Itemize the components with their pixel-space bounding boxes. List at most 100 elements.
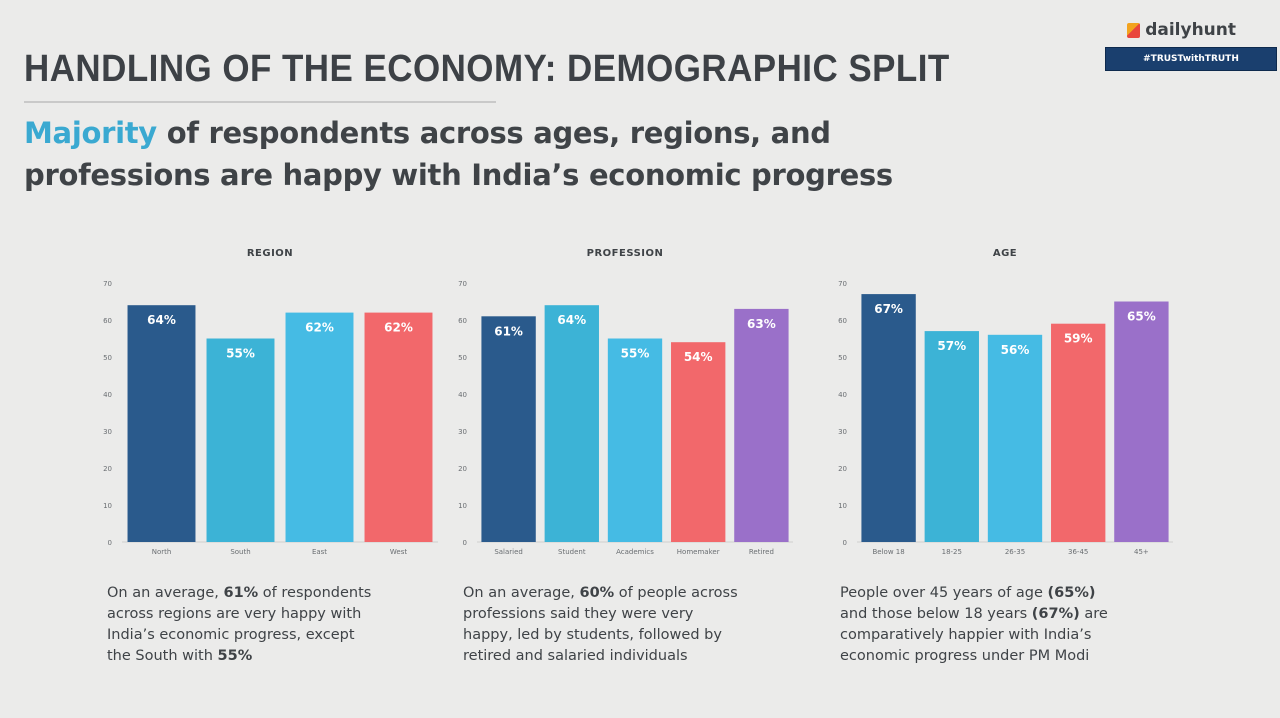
profession-note: On an average, 60% of people across profe… xyxy=(463,583,803,667)
bar-value-label: 63% xyxy=(747,317,776,331)
y-tick-label: 0 xyxy=(108,539,112,547)
bar xyxy=(1114,301,1169,542)
x-tick-label: Student xyxy=(558,548,586,556)
bar xyxy=(671,342,726,542)
bar xyxy=(924,331,979,542)
dailyhunt-logo-icon xyxy=(1127,22,1141,38)
bar-value-label: 61% xyxy=(494,324,523,338)
bar-value-label: 65% xyxy=(1127,310,1156,324)
subtitle-rest: of respondents across ages, regions, and xyxy=(156,116,831,150)
y-tick-label: 70 xyxy=(458,280,467,288)
note-line: happy, led by students, followed by xyxy=(463,625,803,646)
chart-title: AGE xyxy=(992,248,1018,259)
note-text: People over 45 years of age xyxy=(840,585,1048,601)
bar-value-label: 59% xyxy=(1064,332,1093,346)
note-text: On an average, xyxy=(107,585,224,601)
y-tick-label: 40 xyxy=(103,391,112,399)
brand-name: dailyhunt xyxy=(1145,20,1236,40)
y-tick-label: 50 xyxy=(458,354,467,362)
note-text: and those below 18 years xyxy=(840,606,1032,622)
bar xyxy=(127,305,196,542)
bar-value-label: 56% xyxy=(1001,343,1030,357)
bar xyxy=(1051,323,1106,542)
bar xyxy=(734,308,789,542)
x-tick-label: South xyxy=(230,548,250,556)
bar xyxy=(364,312,433,542)
y-tick-label: 30 xyxy=(838,428,847,436)
title-divider xyxy=(24,101,496,103)
note-highlight-value: (65%) xyxy=(1047,585,1096,601)
note-text: across regions are very happy with xyxy=(107,606,362,622)
bar-value-label: 62% xyxy=(305,321,334,335)
subtitle-highlight: Majority xyxy=(24,116,157,150)
bar-value-label: 64% xyxy=(147,313,176,327)
y-tick-label: 20 xyxy=(838,465,847,473)
x-tick-label: 45+ xyxy=(1134,548,1149,556)
chart-title: PROFESSION xyxy=(586,248,664,259)
y-tick-label: 10 xyxy=(838,502,847,510)
note-line: professions said they were very xyxy=(463,604,803,625)
subtitle-line-2: professions are happy with India’s econo… xyxy=(24,158,893,192)
region-note: On an average, 61% of respondents across … xyxy=(107,583,447,667)
bar xyxy=(987,334,1043,542)
note-text: On an average, xyxy=(463,585,580,601)
age-note: People over 45 years of age (65%) and tho… xyxy=(840,583,1180,667)
page-subtitle: Majority of respondents across ages, reg… xyxy=(24,112,893,196)
y-tick-label: 60 xyxy=(838,317,847,325)
note-text: of people across xyxy=(614,585,738,601)
y-tick-label: 40 xyxy=(838,391,847,399)
note-text: professions said they were very xyxy=(463,606,694,622)
bar-value-label: 54% xyxy=(684,350,713,364)
note-text: happy, led by students, followed by xyxy=(463,627,722,643)
age-chart-panel: AGE 0 10 20 30 40 50 60 70 67% Below 18 57% 18-25 56… xyxy=(835,248,1175,578)
x-tick-label: Salaried xyxy=(494,548,523,556)
bar xyxy=(607,338,663,542)
y-tick-label: 30 xyxy=(103,428,112,436)
y-tick-label: 50 xyxy=(103,354,112,362)
region-chart-panel: REGION 0 10 20 30 40 50 60 70 64% North 55% South 62… xyxy=(100,248,440,578)
bar-value-label: 67% xyxy=(874,302,903,316)
y-tick-label: 20 xyxy=(103,465,112,473)
x-tick-label: East xyxy=(312,548,327,556)
note-text: economic progress under PM Modi xyxy=(840,648,1090,664)
note-line: People over 45 years of age (65%) xyxy=(840,583,1180,604)
x-tick-label: Academics xyxy=(616,548,654,556)
bar xyxy=(206,338,275,542)
y-tick-label: 50 xyxy=(838,354,847,362)
x-tick-label: West xyxy=(390,548,407,556)
x-tick-label: 36-45 xyxy=(1068,548,1088,556)
x-tick-label: Below 18 xyxy=(872,548,904,556)
note-text: the South with xyxy=(107,648,218,664)
x-tick-label: Homemaker xyxy=(677,548,720,556)
region-chart: 0 10 20 30 40 50 60 70 64% North 55% South 62% East 62… xyxy=(103,280,438,556)
bar xyxy=(861,294,916,542)
y-tick-label: 30 xyxy=(458,428,467,436)
note-text: retired and salaried individuals xyxy=(463,648,688,664)
bar-value-label: 57% xyxy=(937,339,966,353)
subtitle-line-1: Majority of respondents across ages, reg… xyxy=(24,112,893,154)
x-tick-label: Retired xyxy=(749,548,774,556)
chart-title: REGION xyxy=(246,248,294,259)
note-text: India’s economic progress, except xyxy=(107,627,355,643)
profession-chart-panel: PROFESSION 0 10 20 30 40 50 60 70 61% Salaried 64%… xyxy=(455,248,795,578)
y-tick-label: 60 xyxy=(458,317,467,325)
bar xyxy=(285,312,354,542)
note-line: and those below 18 years (67%) are xyxy=(840,604,1180,625)
note-line: across regions are very happy with xyxy=(107,604,447,625)
note-highlight-value: 55% xyxy=(217,648,253,664)
note-text: comparatively happier with India’s xyxy=(840,627,1092,643)
profession-chart: 0 10 20 30 40 50 60 70 61% Salaried 64% Student 55% A… xyxy=(458,280,793,556)
x-tick-label: 26-35 xyxy=(1005,548,1025,556)
note-line: On an average, 61% of respondents xyxy=(107,583,447,604)
age-chart: 0 10 20 30 40 50 60 70 67% Below 18 57% 18-25 56% 26-… xyxy=(838,280,1173,556)
bar-value-label: 62% xyxy=(384,321,413,335)
y-tick-label: 20 xyxy=(458,465,467,473)
note-highlight-value: 60% xyxy=(579,585,615,601)
note-line: India’s economic progress, except xyxy=(107,625,447,646)
bar xyxy=(544,305,599,542)
x-tick-label: 18-25 xyxy=(942,548,962,556)
note-highlight-value: 61% xyxy=(223,585,259,601)
note-line: retired and salaried individuals xyxy=(463,646,803,667)
note-line: comparatively happier with India’s xyxy=(840,625,1180,646)
page-title: HANDLING OF THE ECONOMY: DEMOGRAPHIC SPL… xyxy=(24,48,950,90)
